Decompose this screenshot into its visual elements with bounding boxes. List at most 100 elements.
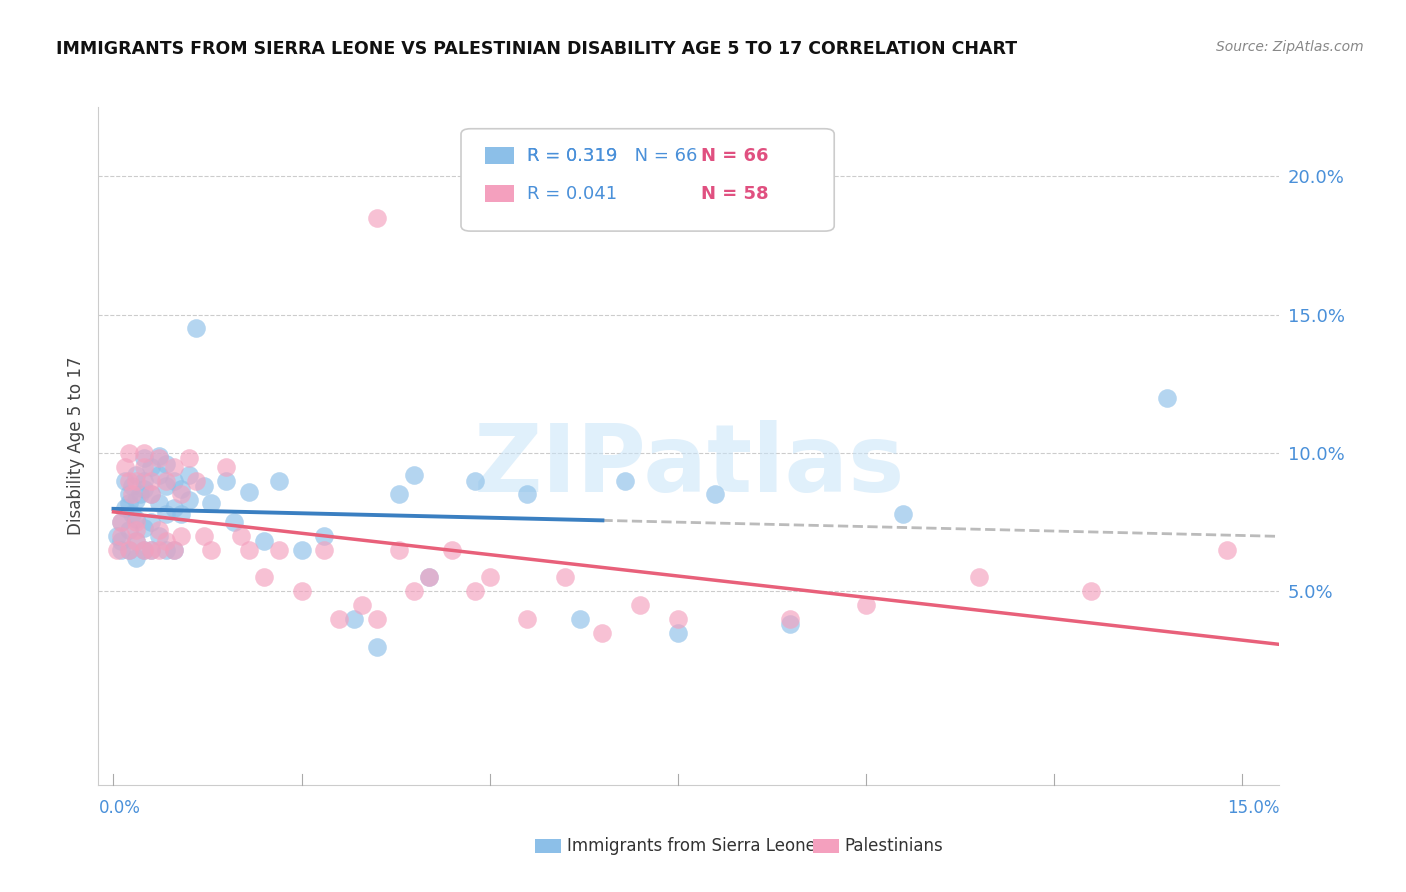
Point xyxy=(516,487,538,501)
Point xyxy=(170,487,193,501)
Point xyxy=(238,484,260,499)
FancyBboxPatch shape xyxy=(461,128,834,231)
Point xyxy=(440,542,463,557)
Point xyxy=(139,515,162,529)
Point xyxy=(231,529,253,543)
Point xyxy=(891,507,914,521)
Point xyxy=(666,625,689,640)
Point xyxy=(139,542,162,557)
Point xyxy=(253,534,276,549)
Point xyxy=(117,524,139,538)
FancyBboxPatch shape xyxy=(813,838,839,854)
Point xyxy=(110,542,132,557)
Point xyxy=(105,529,128,543)
Text: IMMIGRANTS FROM SIERRA LEONE VS PALESTINIAN DISABILITY AGE 5 TO 17 CORRELATION C: IMMIGRANTS FROM SIERRA LEONE VS PALESTIN… xyxy=(56,40,1018,58)
Point xyxy=(1080,584,1102,599)
Point xyxy=(779,612,801,626)
Text: N = 58: N = 58 xyxy=(700,185,768,202)
Text: Immigrants from Sierra Leone: Immigrants from Sierra Leone xyxy=(567,837,815,855)
Point xyxy=(125,474,148,488)
Point xyxy=(125,534,148,549)
Point xyxy=(388,487,411,501)
Point xyxy=(215,474,238,488)
Point xyxy=(215,459,238,474)
Point xyxy=(200,542,222,557)
Point xyxy=(591,625,613,640)
Point xyxy=(170,507,193,521)
Point xyxy=(163,501,186,516)
Text: Source: ZipAtlas.com: Source: ZipAtlas.com xyxy=(1216,40,1364,54)
Text: R = 0.319   N = 66: R = 0.319 N = 66 xyxy=(527,147,697,165)
Point xyxy=(177,492,200,507)
Point xyxy=(139,542,162,557)
Point xyxy=(186,474,208,488)
Point xyxy=(125,524,148,538)
Point xyxy=(121,507,143,521)
Point xyxy=(314,542,336,557)
Point xyxy=(200,496,222,510)
Point xyxy=(148,529,170,543)
Point xyxy=(163,542,186,557)
Point xyxy=(117,446,139,460)
Point xyxy=(114,474,136,488)
Point xyxy=(464,474,486,488)
Point xyxy=(177,468,200,483)
Point xyxy=(404,468,426,483)
Text: ZIPatlas: ZIPatlas xyxy=(474,420,904,512)
Point xyxy=(366,640,388,654)
Point xyxy=(388,542,411,557)
Point xyxy=(163,542,186,557)
Point xyxy=(132,521,155,535)
Text: R = 0.319: R = 0.319 xyxy=(527,147,634,165)
Point xyxy=(132,474,155,488)
Point xyxy=(404,584,426,599)
Point xyxy=(117,474,139,488)
Point xyxy=(163,474,186,488)
Point xyxy=(139,487,162,501)
Point xyxy=(132,459,155,474)
Point xyxy=(155,457,177,471)
Point xyxy=(418,570,440,584)
Point xyxy=(128,487,150,501)
Point xyxy=(148,542,170,557)
Point xyxy=(253,570,276,584)
Point xyxy=(666,612,689,626)
Point xyxy=(105,542,128,557)
Text: 0.0%: 0.0% xyxy=(98,799,141,817)
Point xyxy=(110,515,132,529)
Point xyxy=(121,487,143,501)
Point xyxy=(516,612,538,626)
Text: R = 0.041: R = 0.041 xyxy=(527,185,634,202)
Point xyxy=(125,551,148,566)
Point xyxy=(110,534,132,549)
Point xyxy=(1156,391,1178,405)
FancyBboxPatch shape xyxy=(536,838,561,854)
Point xyxy=(132,451,155,466)
FancyBboxPatch shape xyxy=(485,186,515,202)
Y-axis label: Disability Age 5 to 17: Disability Age 5 to 17 xyxy=(66,357,84,535)
Point xyxy=(155,534,177,549)
Point xyxy=(117,496,139,510)
Point xyxy=(125,515,148,529)
Point xyxy=(464,584,486,599)
Point xyxy=(1216,542,1239,557)
Point xyxy=(568,612,591,626)
Point xyxy=(139,487,162,501)
Point xyxy=(170,529,193,543)
Point xyxy=(139,474,162,488)
Point xyxy=(117,542,139,557)
Point xyxy=(779,617,801,632)
Point xyxy=(132,542,155,557)
Point xyxy=(148,468,170,483)
FancyBboxPatch shape xyxy=(485,147,515,164)
Point xyxy=(148,496,170,510)
Text: N = 66: N = 66 xyxy=(700,147,768,165)
Point xyxy=(177,451,200,466)
Point xyxy=(155,474,177,488)
Point xyxy=(193,479,215,493)
Point xyxy=(117,487,139,501)
Text: 15.0%: 15.0% xyxy=(1227,799,1279,817)
Point xyxy=(125,512,148,526)
Point xyxy=(155,507,177,521)
Point xyxy=(139,459,162,474)
